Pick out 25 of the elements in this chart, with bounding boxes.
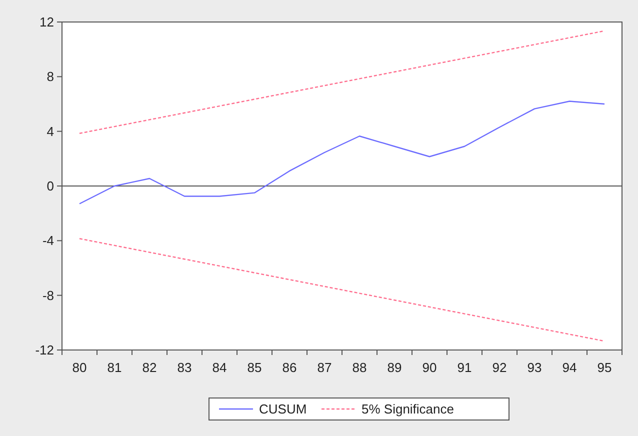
x-tick-label: 80 [72,360,87,375]
x-tick-label: 87 [317,360,332,375]
y-tick-label: 12 [40,14,54,30]
x-tick-label: 88 [352,360,367,375]
y-tick-label: -8 [42,288,54,303]
x-tick-label: 83 [177,360,192,375]
y-tick-label: 0 [46,178,54,194]
x-tick-label: 90 [422,360,437,375]
legend-label: 5% Significance [362,402,454,417]
x-tick-label: 93 [527,360,542,375]
y-tick-label: -12 [35,342,54,358]
x-tick-label: 82 [142,360,157,375]
x-tick-label: 95 [597,360,612,375]
x-tick-label: 94 [562,360,577,375]
x-tick-label: 85 [247,360,262,375]
y-tick-label: 8 [46,69,54,84]
x-tick-label: 92 [492,360,507,375]
x-tick-label: 86 [282,360,297,375]
x-tick-label: 81 [107,360,122,375]
y-tick-label: 4 [46,124,54,139]
x-tick-label: 91 [457,360,472,375]
y-tick-label: -4 [42,233,54,248]
x-tick-label: 84 [212,360,227,375]
x-tick-label: 89 [387,360,402,375]
legend-label: CUSUM [259,402,307,417]
